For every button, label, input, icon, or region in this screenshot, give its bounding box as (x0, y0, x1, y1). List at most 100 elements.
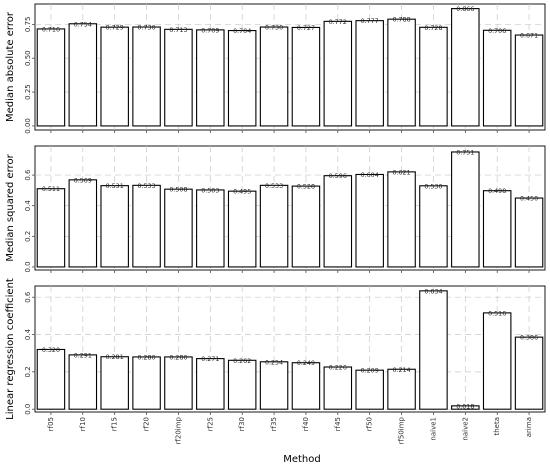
y-tick-label: 0.50 (24, 50, 32, 66)
x-tick-label-rf10: rf10 (79, 417, 87, 431)
x-tick-label-naive2: naive2 (461, 417, 469, 441)
x-axis-title: Method (283, 454, 321, 465)
data-label-rf25: 0.503 (201, 187, 219, 194)
y-axis-title: Median squared error (5, 153, 16, 261)
x-tick-label-rf20imp: rf20imp (174, 416, 182, 444)
bar-arima (514, 197, 544, 268)
data-label-naive2: 0.751 (456, 149, 474, 156)
chart-panel-2: 0.0 0.2 0.4 0.6 Median squared error 0.511 0.5… (5, 145, 546, 273)
data-label-naive2: 0.866 (456, 6, 474, 13)
bar-naive2 (451, 151, 480, 268)
data-label-rf20: 0.730 (138, 25, 156, 32)
y-tick-label: 0.6 (24, 291, 32, 303)
data-label-rf30: 0.704 (233, 28, 251, 35)
data-label-rf10: 0.754 (74, 21, 92, 28)
bar-naive1 (419, 290, 448, 410)
bar-rf35 (259, 184, 289, 268)
bar-naive2 (451, 405, 480, 410)
bar-rf10 (68, 179, 98, 268)
bar-rf10 (68, 23, 98, 127)
bar-theta (482, 29, 512, 127)
data-label-rf50: 0.209 (361, 368, 379, 375)
x-tick-label-rf30: rf30 (238, 417, 246, 431)
data-label-rf50imp: 0.788 (393, 17, 411, 24)
data-label-rf20: 0.280 (138, 354, 156, 361)
x-tick-label-theta: theta (493, 417, 501, 436)
bar-rf20 (132, 184, 161, 268)
data-label-rf50: 0.604 (361, 172, 379, 179)
bar-rf50 (355, 369, 384, 410)
bar-theta (482, 190, 512, 268)
data-label-rf30: 0.495 (233, 189, 251, 196)
data-label-naive2: 0.018 (456, 403, 474, 410)
x-tick-label-rf35: rf35 (270, 417, 278, 431)
bar-rf50imp (387, 368, 416, 410)
y-axis-title: Median absolute error (5, 11, 16, 122)
bar-rf45 (323, 366, 353, 410)
bar-rf15 (100, 356, 129, 410)
data-label-theta: 0.706 (488, 28, 506, 35)
y-tick-label: 0.25 (24, 84, 32, 100)
x-tick-label-naive1: naive1 (429, 417, 437, 441)
data-label-theta: 0.498 (488, 188, 506, 195)
y-tick-label: 0.4 (24, 200, 32, 212)
bar-rf20 (132, 26, 161, 127)
data-label-naive1: 0.530 (424, 183, 442, 190)
data-label-naive1: 0.634 (424, 288, 442, 295)
data-label-rf05: 0.511 (42, 186, 60, 193)
data-label-rf40: 0.249 (297, 360, 315, 367)
data-label-rf15: 0.729 (106, 25, 124, 32)
bar-rf10 (68, 354, 98, 410)
data-label-rf50imp: 0.621 (393, 169, 411, 176)
x-tick-label-rf50: rf50 (366, 417, 374, 431)
data-label-naive1: 0.728 (424, 25, 442, 32)
y-tick-label: 0.4 (24, 328, 32, 340)
bar-rf30 (227, 30, 257, 127)
bar-rf50 (355, 173, 384, 268)
y-tick-label: 0.00 (24, 118, 32, 134)
bar-theta (482, 312, 512, 410)
bar-naive1 (419, 185, 448, 268)
data-label-rf35: 0.254 (265, 359, 283, 366)
bar-rf50imp (387, 18, 416, 127)
chart-panel-3: 0.0 0.2 0.4 0.6 Linear regression coefficien… (5, 278, 546, 420)
bar-rf30 (227, 190, 257, 268)
bar-rf05 (36, 28, 66, 127)
data-label-rf20imp: 0.713 (169, 27, 187, 34)
bar-arima (514, 336, 544, 410)
bar-rf05 (36, 348, 66, 410)
data-label-rf40: 0.727 (297, 25, 315, 32)
data-label-rf50imp: 0.214 (393, 367, 411, 374)
y-tick-label: 0.75 (24, 17, 32, 33)
y-tick-label: 0.0 (24, 404, 32, 415)
bar-naive1 (419, 26, 448, 127)
bar-rf40 (291, 185, 321, 268)
y-tick-label: 0.2 (24, 366, 32, 377)
bar-rf40 (291, 362, 321, 410)
y-tick-label: 0.6 (24, 169, 32, 181)
x-tick-label-rf25: rf25 (206, 417, 214, 431)
bar-rf45 (323, 175, 353, 268)
data-label-theta: 0.516 (488, 310, 506, 317)
data-label-rf35: 0.533 (265, 183, 283, 190)
x-tick-label-rf15: rf15 (111, 417, 119, 431)
y-axis-title: Linear regression coefficient (5, 278, 16, 420)
bar-naive2 (451, 8, 480, 127)
chart-panels: 0.00 0.25 0.50 0.75 Median absolute error 0.7… (5, 3, 546, 420)
data-label-rf20imp: 0.508 (169, 187, 187, 194)
bar-rf20 (132, 356, 161, 410)
bar-rf25 (196, 189, 225, 268)
data-label-rf05: 0.320 (42, 347, 60, 354)
data-label-rf20imp: 0.280 (169, 354, 187, 361)
data-label-rf10: 0.291 (74, 352, 92, 359)
bar-rf35 (259, 361, 289, 410)
x-tick-label-rf05: rf05 (47, 417, 55, 431)
bar-rf20imp (164, 28, 193, 127)
data-label-arima: 0.386 (520, 335, 538, 342)
data-label-rf20: 0.533 (138, 183, 156, 190)
data-label-rf15: 0.281 (106, 354, 124, 361)
bar-rf40 (291, 26, 321, 127)
bar-rf50 (355, 20, 384, 127)
x-axis-ticks: rf05 rf10 rf15 rf20 rf20imp rf25 rf30 rf35 rf40 r… (47, 416, 533, 444)
